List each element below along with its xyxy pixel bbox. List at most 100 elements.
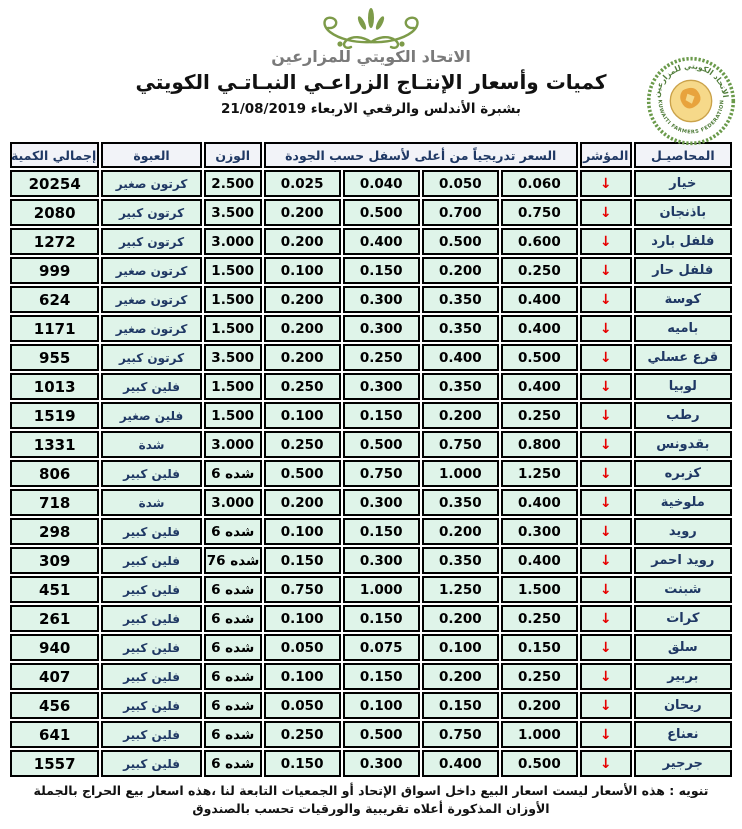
trend-down-indicator: ↓ <box>579 373 632 400</box>
package-cell: كرتون كبير <box>101 344 202 371</box>
price-cell-1: 0.800 <box>500 431 578 458</box>
price-cell-4: 0.025 <box>263 170 341 197</box>
price-cell-2: 0.350 <box>421 547 499 574</box>
package-cell: فلين كبير <box>101 576 202 603</box>
price-cell-2: 0.750 <box>421 721 499 748</box>
total-quantity-cell: 1013 <box>10 373 100 400</box>
footer-notice: تنويه : هذه الأسعار ليست اسعار البيع داخ… <box>0 782 742 818</box>
price-cell-1: 0.600 <box>500 228 578 255</box>
package-cell: فلين كبير <box>101 518 202 545</box>
crop-name-cell: خيار <box>633 170 732 197</box>
crop-name-cell: رطب <box>633 402 732 429</box>
bulletin-date-line: بشبرة الأندلس والرقعي الاربعاء 21/08/201… <box>221 100 521 117</box>
package-cell: فلين كبير <box>101 750 202 777</box>
price-cell-1: 0.300 <box>500 518 578 545</box>
price-cell-4: 0.050 <box>263 634 341 661</box>
crop-name-cell: نعناع <box>633 721 732 748</box>
price-cell-2: 0.200 <box>421 663 499 690</box>
trend-down-indicator: ↓ <box>579 286 632 313</box>
total-quantity-cell: 20254 <box>10 170 100 197</box>
table-row: رويد ↓ 0.300 0.200 0.150 0.100 6 شده فلي… <box>10 518 732 545</box>
package-cell: كرتون صغير <box>101 315 202 342</box>
crop-name-cell: قرع عسلي <box>633 344 732 371</box>
trend-down-indicator: ↓ <box>579 431 632 458</box>
price-cell-1: 0.250 <box>500 663 578 690</box>
price-cell-4: 0.200 <box>263 344 341 371</box>
package-cell: فلين كبير <box>101 605 202 632</box>
total-quantity-cell: 1272 <box>10 228 100 255</box>
price-cell-1: 0.750 <box>500 199 578 226</box>
weight-cell: 6 شده <box>203 721 262 748</box>
table-row: كرات ↓ 0.250 0.200 0.150 0.100 6 شده فلي… <box>10 605 732 632</box>
price-cell-2: 0.500 <box>421 228 499 255</box>
price-cell-2: 0.350 <box>421 315 499 342</box>
trend-down-indicator: ↓ <box>579 518 632 545</box>
crop-name-cell: لوبيا <box>633 373 732 400</box>
price-cell-3: 0.500 <box>342 721 420 748</box>
table-row: رطب ↓ 0.250 0.200 0.150 0.100 1.500 فلين… <box>10 402 732 429</box>
header-package: العبوة <box>101 142 202 168</box>
crop-name-cell: كرات <box>633 605 732 632</box>
price-cell-2: 0.350 <box>421 489 499 516</box>
total-quantity-cell: 806 <box>10 460 100 487</box>
package-cell: شدة <box>101 489 202 516</box>
weight-cell: 6 شده <box>203 750 262 777</box>
price-cell-3: 0.500 <box>342 431 420 458</box>
price-cell-2: 0.400 <box>421 750 499 777</box>
weight-cell: 3.000 <box>203 431 262 458</box>
package-cell: كرتون صغير <box>101 286 202 313</box>
price-cell-3: 0.300 <box>342 286 420 313</box>
crop-name-cell: رويد احمر <box>633 547 732 574</box>
produce-price-table: المحاصيـل المؤشر السعر تدريجياً من أعلى … <box>8 140 734 779</box>
price-cell-1: 0.400 <box>500 489 578 516</box>
price-cell-2: 0.200 <box>421 402 499 429</box>
total-quantity-cell: 2080 <box>10 199 100 226</box>
table-row: سلق ↓ 0.150 0.100 0.075 0.050 6 شده فلين… <box>10 634 732 661</box>
weight-cell: 1.500 <box>203 315 262 342</box>
price-cell-4: 0.100 <box>263 605 341 632</box>
weight-cell: 2.500 <box>203 170 262 197</box>
table-row: ريحان ↓ 0.200 0.150 0.100 0.050 6 شده فل… <box>10 692 732 719</box>
price-cell-1: 1.250 <box>500 460 578 487</box>
weight-cell: 1.500 <box>203 373 262 400</box>
trend-down-indicator: ↓ <box>579 460 632 487</box>
price-cell-4: 0.100 <box>263 518 341 545</box>
table-row: فلفل بارد ↓ 0.600 0.500 0.400 0.200 3.00… <box>10 228 732 255</box>
crop-name-cell: ملوخية <box>633 489 732 516</box>
price-cell-1: 1.000 <box>500 721 578 748</box>
weight-cell: 6 شده <box>203 576 262 603</box>
price-cell-1: 0.250 <box>500 605 578 632</box>
price-cell-3: 0.250 <box>342 344 420 371</box>
page-title: كميات وأسعار الإنتـاج الزراعـي النبـاتـي… <box>135 69 607 94</box>
price-cell-1: 0.150 <box>500 634 578 661</box>
price-cell-3: 0.150 <box>342 663 420 690</box>
table-row: نعناع ↓ 1.000 0.750 0.500 0.250 6 شده فل… <box>10 721 732 748</box>
trend-down-indicator: ↓ <box>579 257 632 284</box>
package-cell: فلين صغير <box>101 402 202 429</box>
price-cell-2: 0.150 <box>421 692 499 719</box>
price-cell-2: 0.400 <box>421 344 499 371</box>
price-cell-1: 1.500 <box>500 576 578 603</box>
total-quantity-cell: 1519 <box>10 402 100 429</box>
price-cell-3: 0.750 <box>342 460 420 487</box>
table-row: فلفل حار ↓ 0.250 0.200 0.150 0.100 1.500… <box>10 257 732 284</box>
price-cell-3: 1.000 <box>342 576 420 603</box>
crop-name-cell: فلفل حار <box>633 257 732 284</box>
price-cell-3: 0.150 <box>342 605 420 632</box>
table-row: كزبره ↓ 1.250 1.000 0.750 0.500 6 شده فل… <box>10 460 732 487</box>
org-name: الاتحاد الكويتي للمزارعين <box>271 47 471 66</box>
price-cell-3: 0.300 <box>342 750 420 777</box>
federation-seal-icon: الاتحاد الكويتي للمزارعين KUWAITI FARMER… <box>646 56 736 146</box>
price-cell-3: 0.500 <box>342 199 420 226</box>
trend-down-indicator: ↓ <box>579 692 632 719</box>
price-cell-1: 0.400 <box>500 373 578 400</box>
total-quantity-cell: 718 <box>10 489 100 516</box>
price-cell-2: 0.750 <box>421 431 499 458</box>
trend-down-indicator: ↓ <box>579 663 632 690</box>
price-cell-4: 0.500 <box>263 460 341 487</box>
table-body: خيار ↓ 0.060 0.050 0.040 0.025 2.500 كرت… <box>10 170 732 777</box>
price-cell-1: 0.400 <box>500 547 578 574</box>
crop-name-cell: بربير <box>633 663 732 690</box>
package-cell: فلين كبير <box>101 460 202 487</box>
table-row: باميه ↓ 0.400 0.350 0.300 0.200 1.500 كر… <box>10 315 732 342</box>
